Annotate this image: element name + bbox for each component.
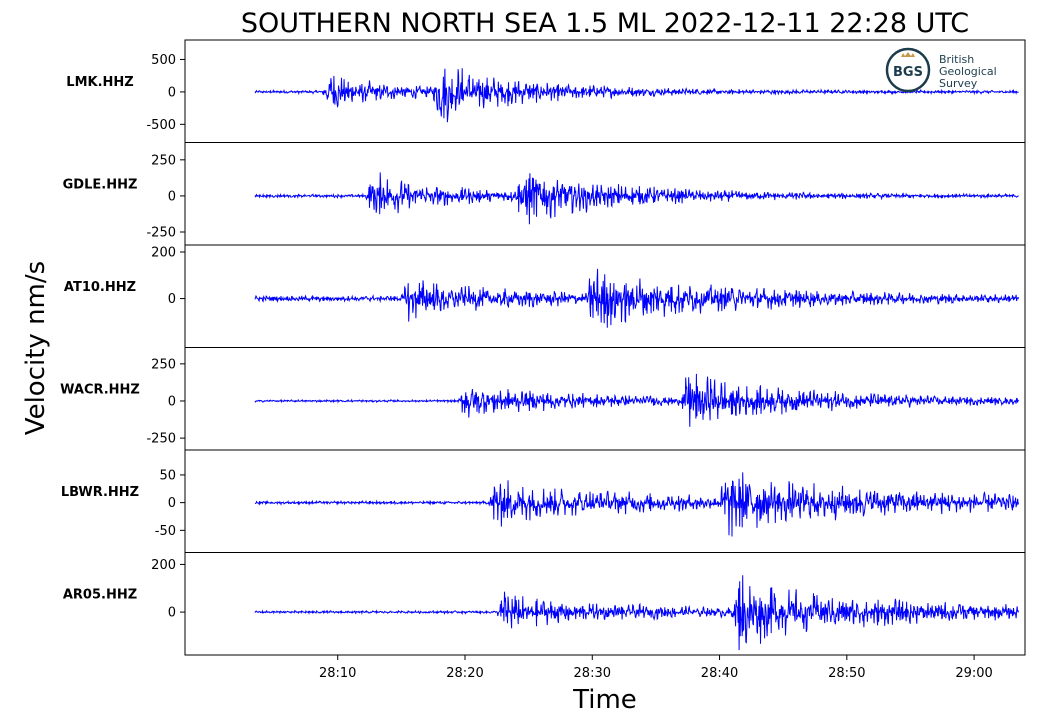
y-tick-label: 200 bbox=[151, 245, 176, 260]
station-label: LMK.HHZ bbox=[66, 75, 133, 90]
x-axis-label: Time bbox=[572, 685, 637, 715]
x-tick-label: 28:30 bbox=[574, 666, 611, 681]
waveform-lmk-hhz bbox=[254, 68, 1019, 123]
panel-lmk-hhz: 500 0 -500 LMK.HHZ bbox=[66, 39, 1026, 143]
logo-line-2: Geological bbox=[939, 65, 997, 78]
station-label: AT10.HHZ bbox=[64, 280, 136, 295]
y-tick-label: 50 bbox=[159, 468, 176, 483]
panel-at10-hhz: 200 0 AT10.HHZ bbox=[64, 244, 1026, 348]
station-label: WACR.HHZ bbox=[60, 383, 140, 398]
waveform-lbwr-hhz bbox=[254, 472, 1020, 537]
y-tick-label: 0 bbox=[168, 292, 176, 307]
y-tick-label: 0 bbox=[168, 394, 176, 409]
y-tick-label: 250 bbox=[151, 357, 176, 372]
y-tick-label: 0 bbox=[168, 496, 176, 511]
panel-lbwr-hhz: 50 0 -50 LBWR.HHZ bbox=[61, 449, 1026, 553]
crown-icon bbox=[901, 52, 915, 57]
panel-wacr-hhz: 250 0 -250 WACR.HHZ bbox=[60, 347, 1026, 451]
y-tick-label: 0 bbox=[168, 85, 176, 100]
y-tick-label: 200 bbox=[151, 558, 176, 573]
waveform-wacr-hhz bbox=[254, 373, 1019, 427]
panel-frame bbox=[184, 552, 1026, 656]
logo-line-3: Survey bbox=[939, 77, 978, 90]
x-tick-label: 28:40 bbox=[701, 666, 738, 681]
logo-line-1: British bbox=[939, 53, 974, 66]
y-tick-label: 0 bbox=[168, 606, 176, 621]
y-tick-label: 250 bbox=[151, 153, 176, 168]
bgs-logo: BGS British Geological Survey bbox=[885, 47, 997, 93]
x-tick-label: 29:00 bbox=[955, 666, 992, 681]
x-tick-label: 28:20 bbox=[446, 666, 483, 681]
panel-ar05-hhz: 200 0 AR05.HHZ bbox=[63, 552, 1026, 656]
y-tick-label: 0 bbox=[168, 189, 176, 204]
station-label: GDLE.HHZ bbox=[63, 178, 138, 193]
y-tick-label: -250 bbox=[146, 226, 176, 241]
y-tick-label: -250 bbox=[146, 432, 176, 447]
chart-title: SOUTHERN NORTH SEA 1.5 ML 2022-12-11 22:… bbox=[241, 8, 969, 39]
logo-initials: BGS bbox=[893, 65, 923, 80]
waveform-at10-hhz bbox=[254, 268, 1020, 328]
panels: 5000-500LMK.HHZ2500-250GDLE.HHZ2000AT10.… bbox=[60, 39, 1026, 656]
panel-gdle-hhz: 250 0 -250 GDLE.HHZ bbox=[63, 142, 1026, 246]
logo-ring bbox=[885, 47, 931, 93]
y-tick-label: -500 bbox=[146, 118, 176, 133]
y-tick-label: 500 bbox=[151, 53, 176, 68]
y-tick-label: -50 bbox=[155, 524, 176, 539]
waveform-ar05-hhz bbox=[254, 575, 1020, 651]
y-axis-label: Velocity nm/s bbox=[21, 261, 51, 435]
station-label: LBWR.HHZ bbox=[61, 485, 139, 500]
x-axis: 28:10 28:20 28:30 28:40 28:50 29:00 bbox=[319, 655, 993, 681]
station-label: AR05.HHZ bbox=[63, 588, 137, 603]
x-tick-label: 28:50 bbox=[828, 666, 865, 681]
x-tick-label: 28:10 bbox=[319, 666, 356, 681]
waveform-gdle-hhz bbox=[254, 172, 1019, 225]
